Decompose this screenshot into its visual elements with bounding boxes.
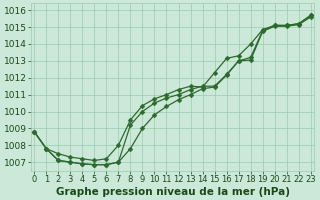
X-axis label: Graphe pression niveau de la mer (hPa): Graphe pression niveau de la mer (hPa): [55, 187, 290, 197]
